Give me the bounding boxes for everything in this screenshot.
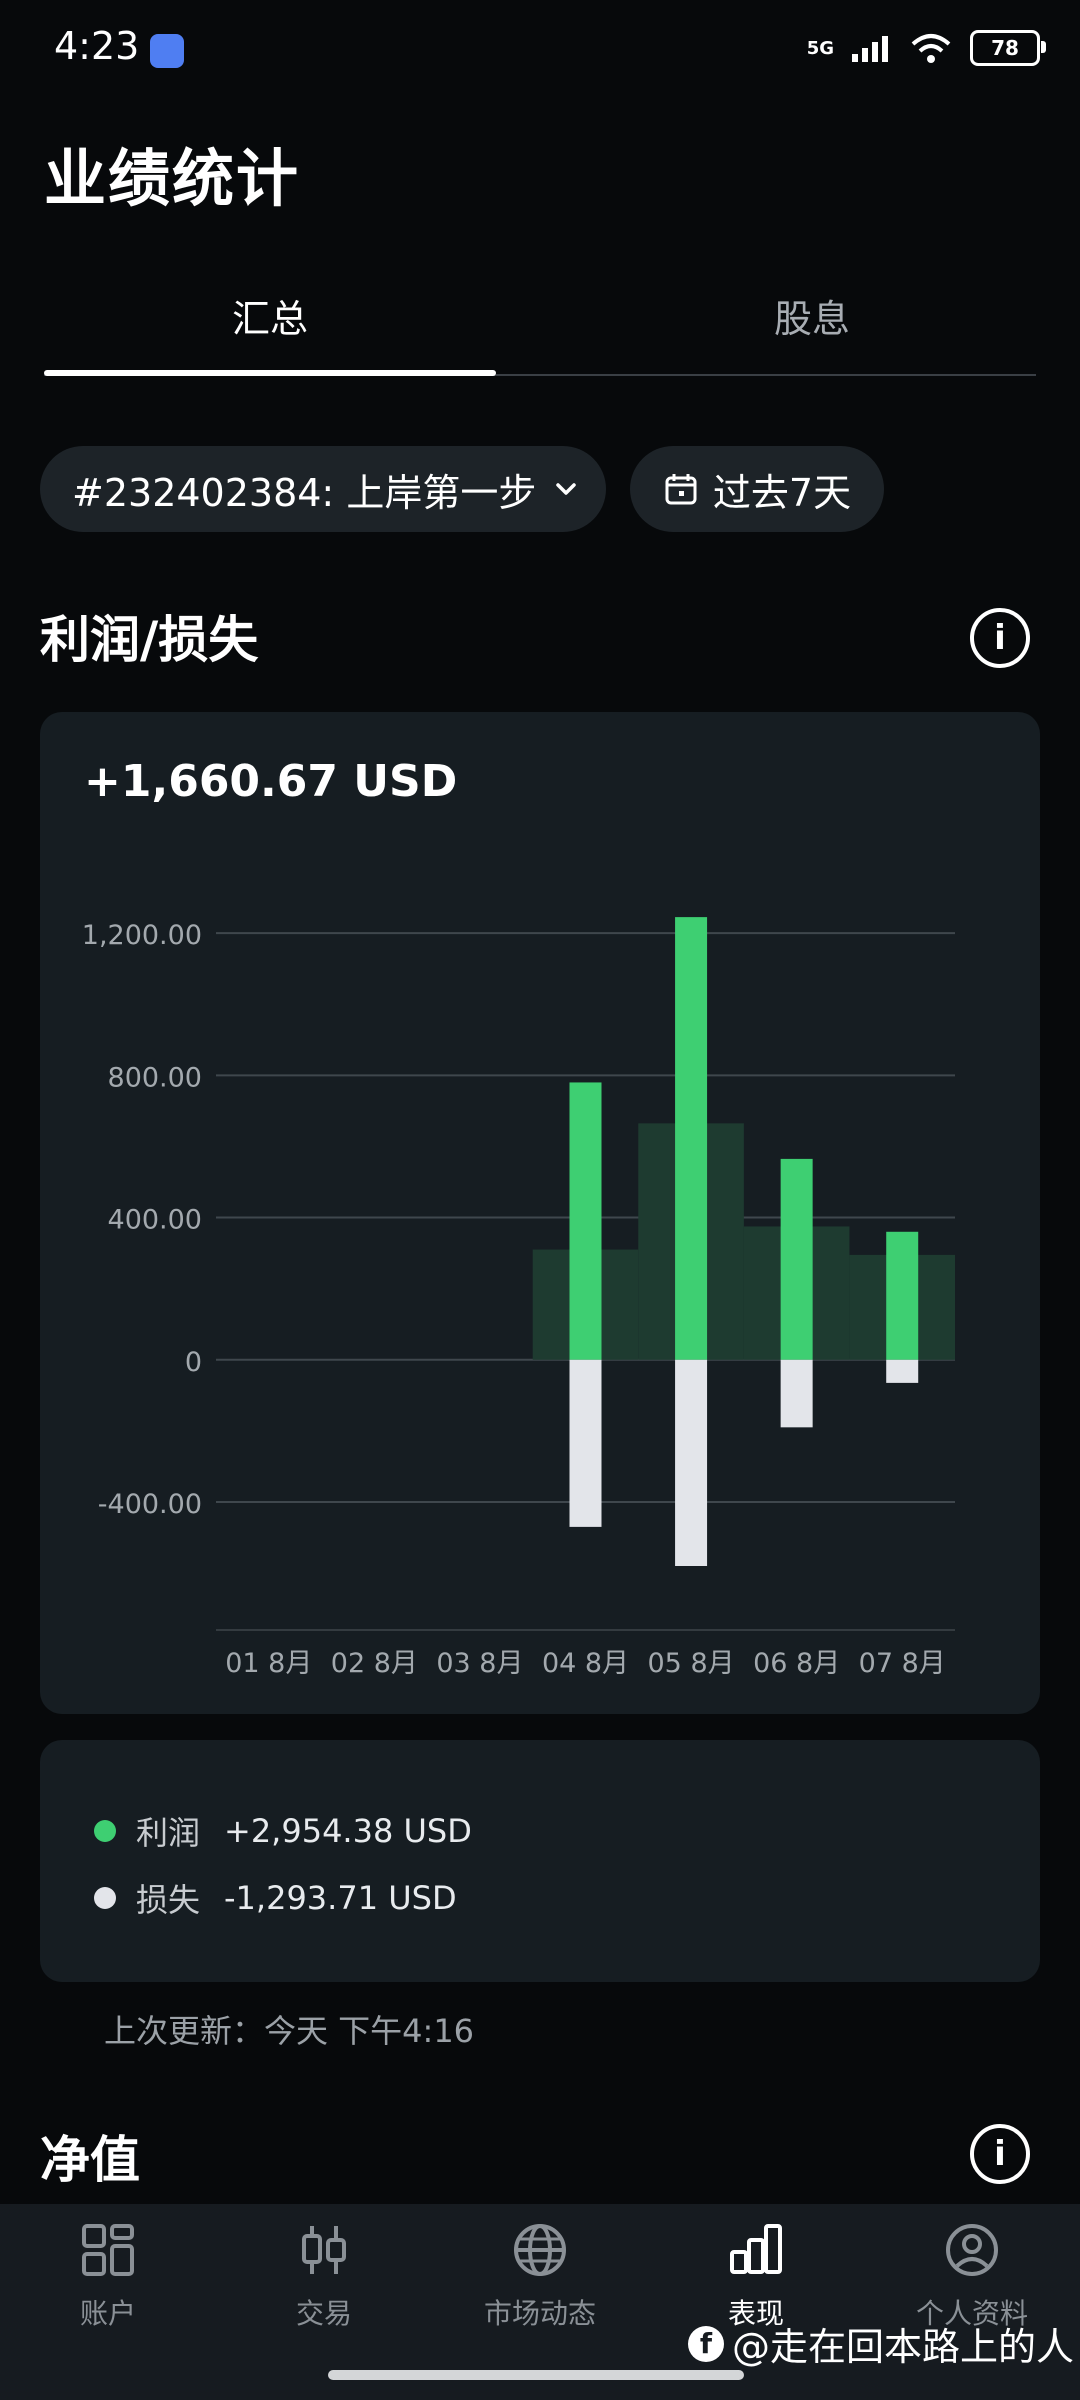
calendar-icon: [665, 474, 697, 505]
tab-summary[interactable]: 汇总: [231, 297, 308, 341]
x-tick-label: 04 8月: [542, 1648, 629, 1679]
x-tick-label: 07 8月: [859, 1648, 946, 1679]
candlestick-icon: [302, 2226, 346, 2274]
watermark: f @走在回本路上的人: [688, 2316, 1074, 2371]
watermark-text: @走在回本路上的人: [732, 2325, 1075, 2369]
nav-trade[interactable]: 交易: [216, 2222, 432, 2332]
battery-level: 78: [991, 36, 1019, 60]
nav-profile-label: 个人资料: [915, 2297, 1028, 2330]
loss-bar: [569, 1359, 602, 1527]
legend-card: [40, 1740, 1040, 1982]
y-tick-label: 0: [185, 1347, 202, 1378]
profit-loss-chart: 1,200.00 800.00 400.00 0 -400.00 01 8月 02 8月 03…: [82, 917, 955, 1679]
active-tab-indicator: [44, 370, 496, 376]
total-profit-loss: +1,660.67 USD: [84, 756, 458, 807]
account-selector[interactable]: #232402384: 上岸第一步: [40, 446, 606, 532]
info-icon[interactable]: i: [970, 2124, 1030, 2184]
nav-market[interactable]: 市场动态: [432, 2222, 648, 2332]
nav-performance[interactable]: 表现: [648, 2222, 864, 2332]
status-indicators: 5G 78: [806, 30, 1046, 66]
grid-icon: [82, 2224, 134, 2276]
wifi-icon: [911, 34, 951, 63]
nav-market-label: 市场动态: [483, 2297, 596, 2330]
legend-loss-label: 损失: [136, 1881, 201, 1919]
legend-profit-value: +2,954.38 USD: [224, 1812, 472, 1850]
x-tick-label: 02 8月: [331, 1648, 418, 1679]
legend-loss-value: -1,293.71 USD: [224, 1879, 457, 1917]
profit-loss-chart-card: [40, 712, 1040, 1714]
loss-bar: [675, 1359, 708, 1566]
info-icon[interactable]: i: [970, 608, 1030, 668]
legend-profit-label: 利润: [136, 1814, 201, 1852]
nav-trade-label: 交易: [295, 2297, 352, 2330]
loss-bar: [780, 1359, 813, 1428]
nav-account-label: 账户: [79, 2297, 136, 2330]
profit-loss-title: 利润/损失: [40, 611, 259, 669]
status-time: 4:23: [54, 24, 140, 68]
loss-dot: [94, 1887, 116, 1909]
user-icon: [946, 2224, 998, 2276]
tabs-divider: [44, 374, 1036, 376]
profit-bar: [780, 1158, 813, 1360]
y-tick-label: 1,200.00: [82, 920, 202, 951]
profit-bar: [569, 1082, 602, 1360]
x-tick-label: 06 8月: [753, 1648, 840, 1679]
page-title: 业绩统计: [44, 142, 301, 215]
nav-profile[interactable]: 个人资料: [864, 2222, 1080, 2332]
last-update-text: 上次更新：今天 下午4:16: [104, 2012, 475, 2050]
chevron-down-icon: [556, 483, 577, 495]
profit-bar: [886, 1231, 919, 1360]
y-tick-label: -400.00: [98, 1489, 202, 1520]
globe-icon: [514, 2224, 566, 2276]
tab-dividend[interactable]: 股息: [773, 297, 850, 341]
x-tick-label: 03 8月: [436, 1648, 523, 1679]
bottom-navigation: [0, 2204, 1080, 2400]
x-tick-label: 01 8月: [225, 1648, 312, 1679]
profit-dot: [94, 1820, 116, 1842]
bar-chart-icon: [730, 2224, 782, 2274]
network-type: 5G: [806, 37, 834, 59]
loss-bar: [886, 1359, 919, 1383]
facebook-icon: f: [688, 2325, 724, 2362]
period-selector[interactable]: 过去7天: [630, 446, 884, 532]
period-label: 过去7天: [712, 470, 852, 515]
home-indicator[interactable]: [328, 2370, 744, 2380]
net-value-title: 净值: [40, 2131, 140, 2189]
account-label: #232402384: 上岸第一步: [72, 470, 537, 515]
battery-icon: 78: [970, 30, 1046, 66]
signal-icon: [852, 36, 888, 62]
legend-loss: 损失 -1,293.71 USD: [94, 1875, 457, 1921]
x-tick-label: 05 8月: [648, 1648, 735, 1679]
legend-profit: 利润 +2,954.38 USD: [94, 1808, 472, 1854]
app-notification-icon: [150, 34, 184, 68]
nav-performance-label: 表现: [727, 2297, 784, 2330]
nav-account[interactable]: 账户: [0, 2222, 216, 2332]
profit-bar: [675, 917, 708, 1360]
y-tick-label: 800.00: [108, 1062, 202, 1093]
y-tick-label: 400.00: [108, 1205, 202, 1236]
